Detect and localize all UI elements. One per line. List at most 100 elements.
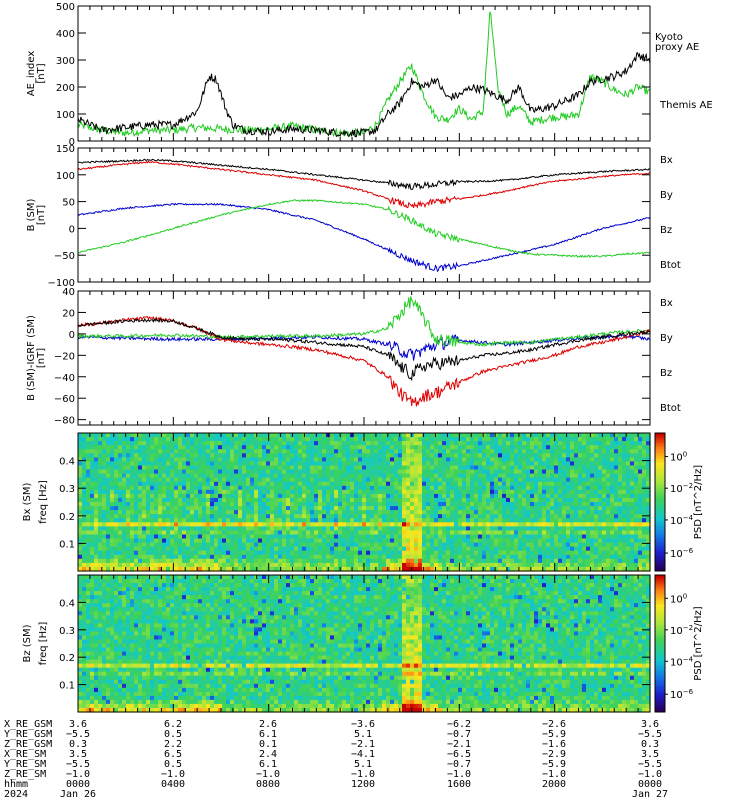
spectrogram-cell: [410, 550, 415, 556]
spectrogram-cell: [102, 433, 107, 438]
spectrogram-cell: [578, 453, 583, 458]
spectrogram-cell: [134, 550, 139, 556]
spectrogram-cell: [90, 514, 95, 519]
spectrogram-cell: [510, 441, 515, 446]
spectrogram-cell: [90, 510, 95, 515]
spectrogram-cell: [86, 562, 91, 568]
spectrogram-cell: [214, 526, 219, 532]
spectrogram-cell: [150, 453, 155, 458]
spectrogram-cell: [602, 518, 607, 523]
spectrogram-cell: [342, 566, 347, 572]
spectrogram-cell: [222, 473, 227, 479]
spectrogram-cell: [550, 554, 555, 560]
spectrogram-cell: [94, 506, 99, 511]
spectrogram-cell: [186, 489, 191, 495]
spectrogram-cell: [550, 542, 555, 548]
spectrogram-cell: [282, 510, 287, 515]
spectrogram-cell: [374, 485, 379, 491]
spectrogram-cell: [486, 502, 491, 507]
spectrogram-cell: [298, 542, 303, 548]
spectrogram-cell: [282, 518, 287, 523]
spectrogram-cell: [490, 489, 495, 495]
spectrogram-cell: [178, 453, 183, 458]
spectrogram-cell: [458, 457, 463, 463]
spectrogram-cell: [414, 441, 419, 446]
spectrogram-cell: [538, 433, 543, 438]
spectrogram-cell: [362, 530, 367, 536]
spectrogram-cell: [286, 522, 291, 527]
spectrogram-cell: [438, 489, 443, 495]
spectrogram-cell: [250, 477, 255, 483]
spectrogram-cell: [190, 445, 195, 450]
spectrogram-cell: [342, 534, 347, 540]
spectrogram-cell: [194, 538, 199, 544]
spectrogram-cell: [238, 441, 243, 446]
spectrogram-cell: [210, 465, 215, 471]
spectrogram-cell: [78, 437, 83, 442]
spectrogram-cell: [130, 477, 135, 483]
spectrogram-cell: [430, 554, 435, 560]
spectrogram-cell: [318, 437, 323, 442]
spectrogram-cell: [94, 566, 99, 572]
spectrogram-cell: [154, 453, 159, 458]
spectrogram-cell: [242, 445, 247, 450]
spectrogram-cell: [94, 453, 99, 458]
spectrogram-cell: [266, 441, 271, 446]
spectrogram-cell: [278, 453, 283, 458]
spectrogram-cell: [266, 502, 271, 507]
spectrogram-cell: [78, 445, 83, 450]
spectrogram-cell: [350, 457, 355, 463]
spectrogram-cell: [430, 449, 435, 454]
spectrogram-cell: [182, 469, 187, 475]
spectrogram-cell: [406, 493, 411, 499]
spectrogram-cell: [266, 445, 271, 450]
spectrogram-cell: [594, 538, 599, 544]
spectrogram-cell: [610, 469, 615, 475]
spectrogram-cell: [246, 534, 251, 540]
spectrogram-cell: [122, 441, 127, 446]
spectrogram-cell: [266, 481, 271, 487]
spectrogram-cell: [610, 514, 615, 519]
spectrogram-cell: [586, 453, 591, 458]
spectrogram-cell: [574, 497, 579, 503]
spectrogram-cell: [454, 489, 459, 495]
spectrogram-cell: [346, 550, 351, 556]
spectrogram-cell: [382, 473, 387, 479]
spectrogram-cell: [362, 465, 367, 471]
spectrogram-cell: [322, 497, 327, 503]
spectrogram-cell: [378, 457, 383, 463]
spectrogram-cell: [194, 566, 199, 572]
spectrogram-cell: [94, 558, 99, 564]
spectrogram-cell: [482, 497, 487, 503]
spectrogram-cell: [98, 433, 103, 438]
spectrogram-cell: [170, 493, 175, 499]
spectrogram-cell: [114, 493, 119, 499]
spectrogram-cell: [466, 465, 471, 471]
spectrogram-cell: [582, 453, 587, 458]
spectrogram-cell: [338, 558, 343, 564]
spectrogram-cell: [86, 506, 91, 511]
spectrogram-cell: [298, 473, 303, 479]
spectrogram-cell: [166, 518, 171, 523]
spectrogram-cell: [98, 510, 103, 515]
spectrogram-cell: [506, 477, 511, 483]
spectrogram-cell: [402, 469, 407, 475]
spectrogram-cell: [558, 457, 563, 463]
spectrogram-cell: [570, 449, 575, 454]
spectrogram-cell: [110, 485, 115, 491]
spectrogram-cell: [198, 518, 203, 523]
spectrogram-cell: [138, 546, 143, 552]
spectrogram-cell: [618, 493, 623, 499]
spectrogram-cell: [514, 485, 519, 491]
spectrogram-cell: [502, 469, 507, 475]
spectrogram-cell: [290, 514, 295, 519]
spectrogram-cell: [278, 526, 283, 532]
spectrogram-cell: [234, 461, 239, 467]
spectrogram-cell: [382, 562, 387, 568]
spectrogram-cell: [86, 530, 91, 536]
spectrogram-cell: [550, 469, 555, 475]
spectrogram-cell: [382, 493, 387, 499]
spectrogram-cell: [378, 510, 383, 515]
spectrogram-cell: [594, 502, 599, 507]
spectrogram-cell: [542, 530, 547, 536]
